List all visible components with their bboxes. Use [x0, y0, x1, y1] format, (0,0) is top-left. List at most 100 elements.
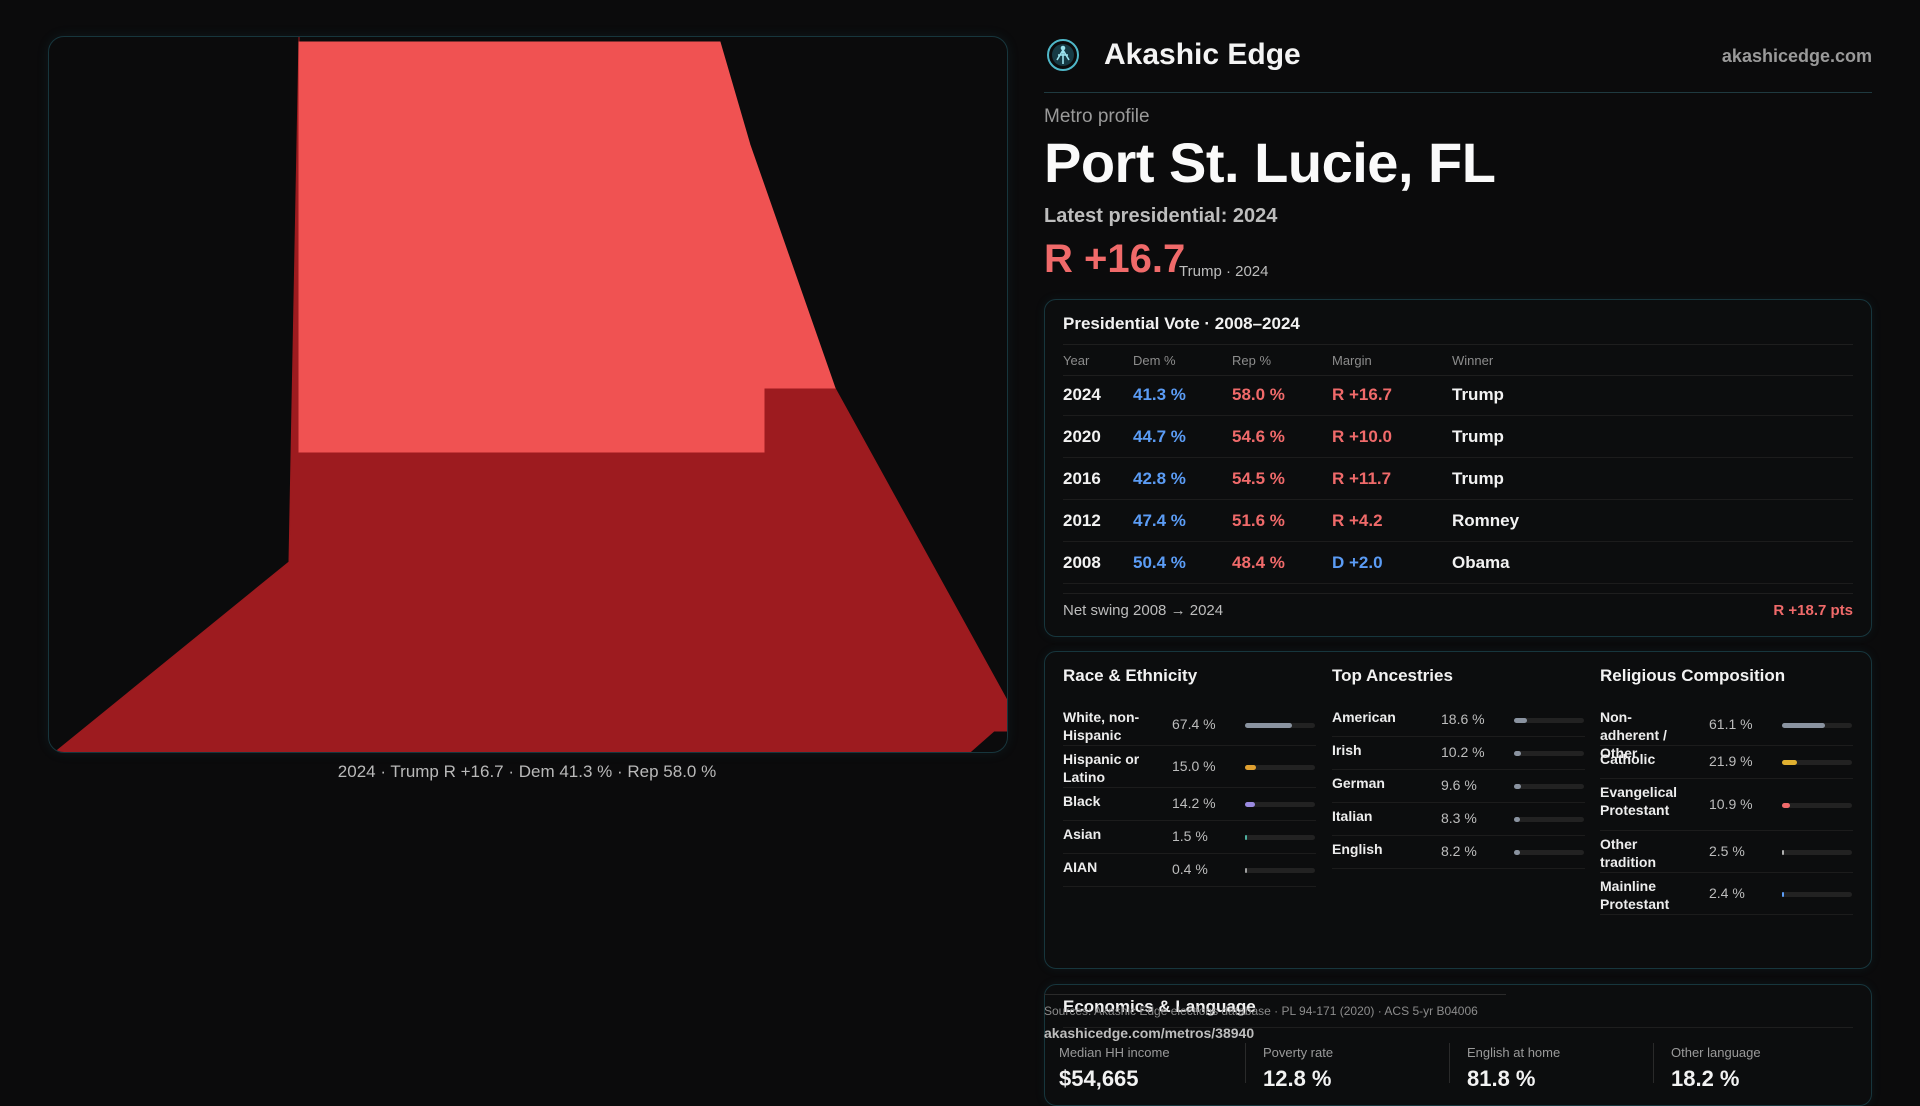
stat-percent: 8.2 % — [1441, 843, 1477, 859]
county-st-lucie[interactable] — [298, 41, 836, 453]
stat-row: German 9.6 % — [1332, 770, 1585, 803]
religion-title: Religious Composition — [1600, 666, 1786, 685]
stat-label: Italian — [1332, 808, 1373, 824]
stat-bar-fill — [1514, 784, 1521, 789]
cell-rep: 51.6 % — [1232, 511, 1285, 530]
stat-percent: 14.2 % — [1172, 795, 1216, 811]
map-svg — [54, 37, 1007, 752]
net-swing-value: R +18.7 pts — [1773, 602, 1853, 619]
cell-dem: 44.7 % — [1133, 427, 1186, 446]
table-row: 2016 42.8 % 54.5 % R +11.7 Trump — [1063, 458, 1853, 500]
stat-bar — [1245, 802, 1315, 807]
sources-note: Sources: Akashic Edge elections database… — [1044, 1004, 1478, 1018]
stat-bar — [1782, 722, 1852, 728]
religion-list: Non-adherent / Other 61.1 % Catholic 21.9 %… — [1600, 704, 1853, 915]
map-caption: 2024 · Trump R +16.7 · Dem 41.3 % · Rep … — [337, 762, 717, 781]
stat-percent: 15.0 % — [1172, 757, 1216, 774]
economics-title: Economics & Language — [1063, 997, 1256, 1016]
econ-stat: Other language 18.2 % — [1657, 1045, 1847, 1092]
cell-margin: R +11.7 — [1332, 469, 1392, 488]
stat-percent: 67.4 % — [1172, 715, 1216, 732]
site-header: Akashic Edge akashicedge.com — [1044, 36, 1872, 93]
table-row: 2012 47.4 % 51.6 % R +4.2 Romney — [1063, 500, 1853, 542]
stat-row: Irish 10.2 % — [1332, 737, 1585, 770]
ancestry-list: American 18.6 % Irish 10.2 % German 9.6 % Ital… — [1332, 704, 1585, 869]
econ-value: 18.2 % — [1671, 1066, 1740, 1091]
economics-card: Economics & Language Median HH income $5… — [1044, 984, 1872, 1106]
stat-row: Mainline Protestant 2.4 % — [1600, 873, 1853, 915]
cell-year: 2020 — [1063, 427, 1101, 446]
stat-row: Non-adherent / Other 61.1 % — [1600, 704, 1853, 761]
stat-percent: 8.3 % — [1441, 810, 1477, 826]
stat-bar — [1245, 868, 1315, 873]
net-swing-label: Net swing 2008 → 2024 — [1063, 602, 1224, 619]
stat-percent: 21.9 % — [1709, 753, 1753, 769]
stat-label: German — [1332, 775, 1385, 791]
demographics-card: Race & Ethnicity White, non-Hispanic 67.4… — [1044, 651, 1872, 969]
akashic-logo-icon[interactable] — [1046, 38, 1080, 72]
stat-percent: 10.9 % — [1709, 795, 1753, 812]
cell-rep: 54.6 % — [1232, 427, 1285, 446]
econ-stat: English at home 81.8 % — [1453, 1045, 1643, 1092]
stat-label: Asian — [1063, 826, 1102, 842]
stat-bar-fill — [1245, 722, 1293, 728]
stat-bar — [1245, 764, 1315, 770]
latest-presidential-label: Latest presidential: 2024 — [1044, 205, 1278, 227]
stat-bar — [1514, 718, 1584, 723]
stat-bar-fill — [1514, 751, 1522, 756]
metro-map[interactable] — [48, 36, 1008, 753]
race-title: Race & Ethnicity — [1063, 666, 1198, 685]
stat-row: English 8.2 % — [1332, 836, 1585, 869]
table-row: 2008 50.4 % 48.4 % D +2.0 Obama — [1063, 542, 1853, 584]
cell-margin: R +10.0 — [1332, 427, 1393, 446]
header-rep: Rep % — [1232, 353, 1272, 368]
stat-percent: 9.6 % — [1441, 777, 1477, 793]
permalink[interactable]: akashicedge.com/metros/38940 — [1044, 1025, 1255, 1041]
econ-value: 12.8 % — [1263, 1066, 1332, 1091]
divider — [1245, 1043, 1246, 1083]
econ-label: English at home — [1467, 1045, 1561, 1060]
header-winner: Winner — [1452, 353, 1494, 368]
cell-margin: D +2.0 — [1332, 553, 1383, 572]
vote-table-body: 2024 41.3 % 58.0 % R +16.7 Trump 2020 44… — [1063, 374, 1853, 584]
stat-bar-fill — [1245, 802, 1255, 807]
stat-bar-fill — [1245, 764, 1256, 770]
site-link[interactable]: akashicedge.com — [1721, 46, 1872, 66]
stat-bar-fill — [1245, 868, 1247, 873]
cell-year: 2016 — [1063, 469, 1101, 488]
cell-dem: 42.8 % — [1133, 469, 1186, 488]
econ-stat: Poverty rate 12.8 % — [1249, 1045, 1439, 1092]
econ-stat: Median HH income $54,665 — [1045, 1045, 1235, 1092]
stat-percent: 10.2 % — [1441, 744, 1485, 760]
net-swing: Net swing 2008 → 2024 R +18.7 pts — [1063, 593, 1853, 619]
stat-bar — [1514, 850, 1584, 855]
stat-row: Other tradition 2.5 % — [1600, 831, 1853, 873]
stat-bar-fill — [1782, 849, 1784, 855]
ancestry-title: Top Ancestries — [1332, 666, 1453, 685]
econ-label: Median HH income — [1059, 1045, 1170, 1060]
stat-bar — [1782, 802, 1852, 808]
stat-bar-fill — [1782, 722, 1825, 728]
stat-label: Black — [1063, 793, 1101, 809]
stat-label: Irish — [1332, 742, 1362, 758]
race-list: White, non-Hispanic 67.4 % Hispanic or Lat… — [1063, 704, 1316, 887]
stat-row: Italian 8.3 % — [1332, 803, 1585, 836]
stat-label: Non-adherent / Other — [1600, 709, 1667, 761]
table-row: 2020 44.7 % 54.6 % R +10.0 Trump — [1063, 416, 1853, 458]
econ-value: $54,665 — [1059, 1066, 1139, 1091]
stat-row: Hispanic or Latino 15.0 % — [1063, 746, 1316, 788]
cell-dem: 50.4 % — [1133, 553, 1186, 572]
stat-bar — [1245, 722, 1315, 728]
cell-winner: Trump — [1452, 469, 1504, 488]
headline-margin-sub: Trump · 2024 — [1179, 263, 1269, 280]
presidential-vote-card: Presidential Vote · 2008–2024 Year Dem %… — [1044, 299, 1872, 637]
stat-bar — [1514, 817, 1584, 822]
stat-bar-fill — [1782, 802, 1790, 808]
page-title: Port St. Lucie, FL — [1044, 131, 1496, 194]
divider — [1044, 994, 1506, 995]
stat-bar-fill — [1782, 760, 1798, 765]
stat-label: American — [1332, 709, 1396, 725]
stat-label: Mainline Protestant — [1600, 878, 1670, 912]
stat-row: American 18.6 % — [1332, 704, 1585, 737]
brand-name[interactable]: Akashic Edge — [1104, 38, 1301, 71]
